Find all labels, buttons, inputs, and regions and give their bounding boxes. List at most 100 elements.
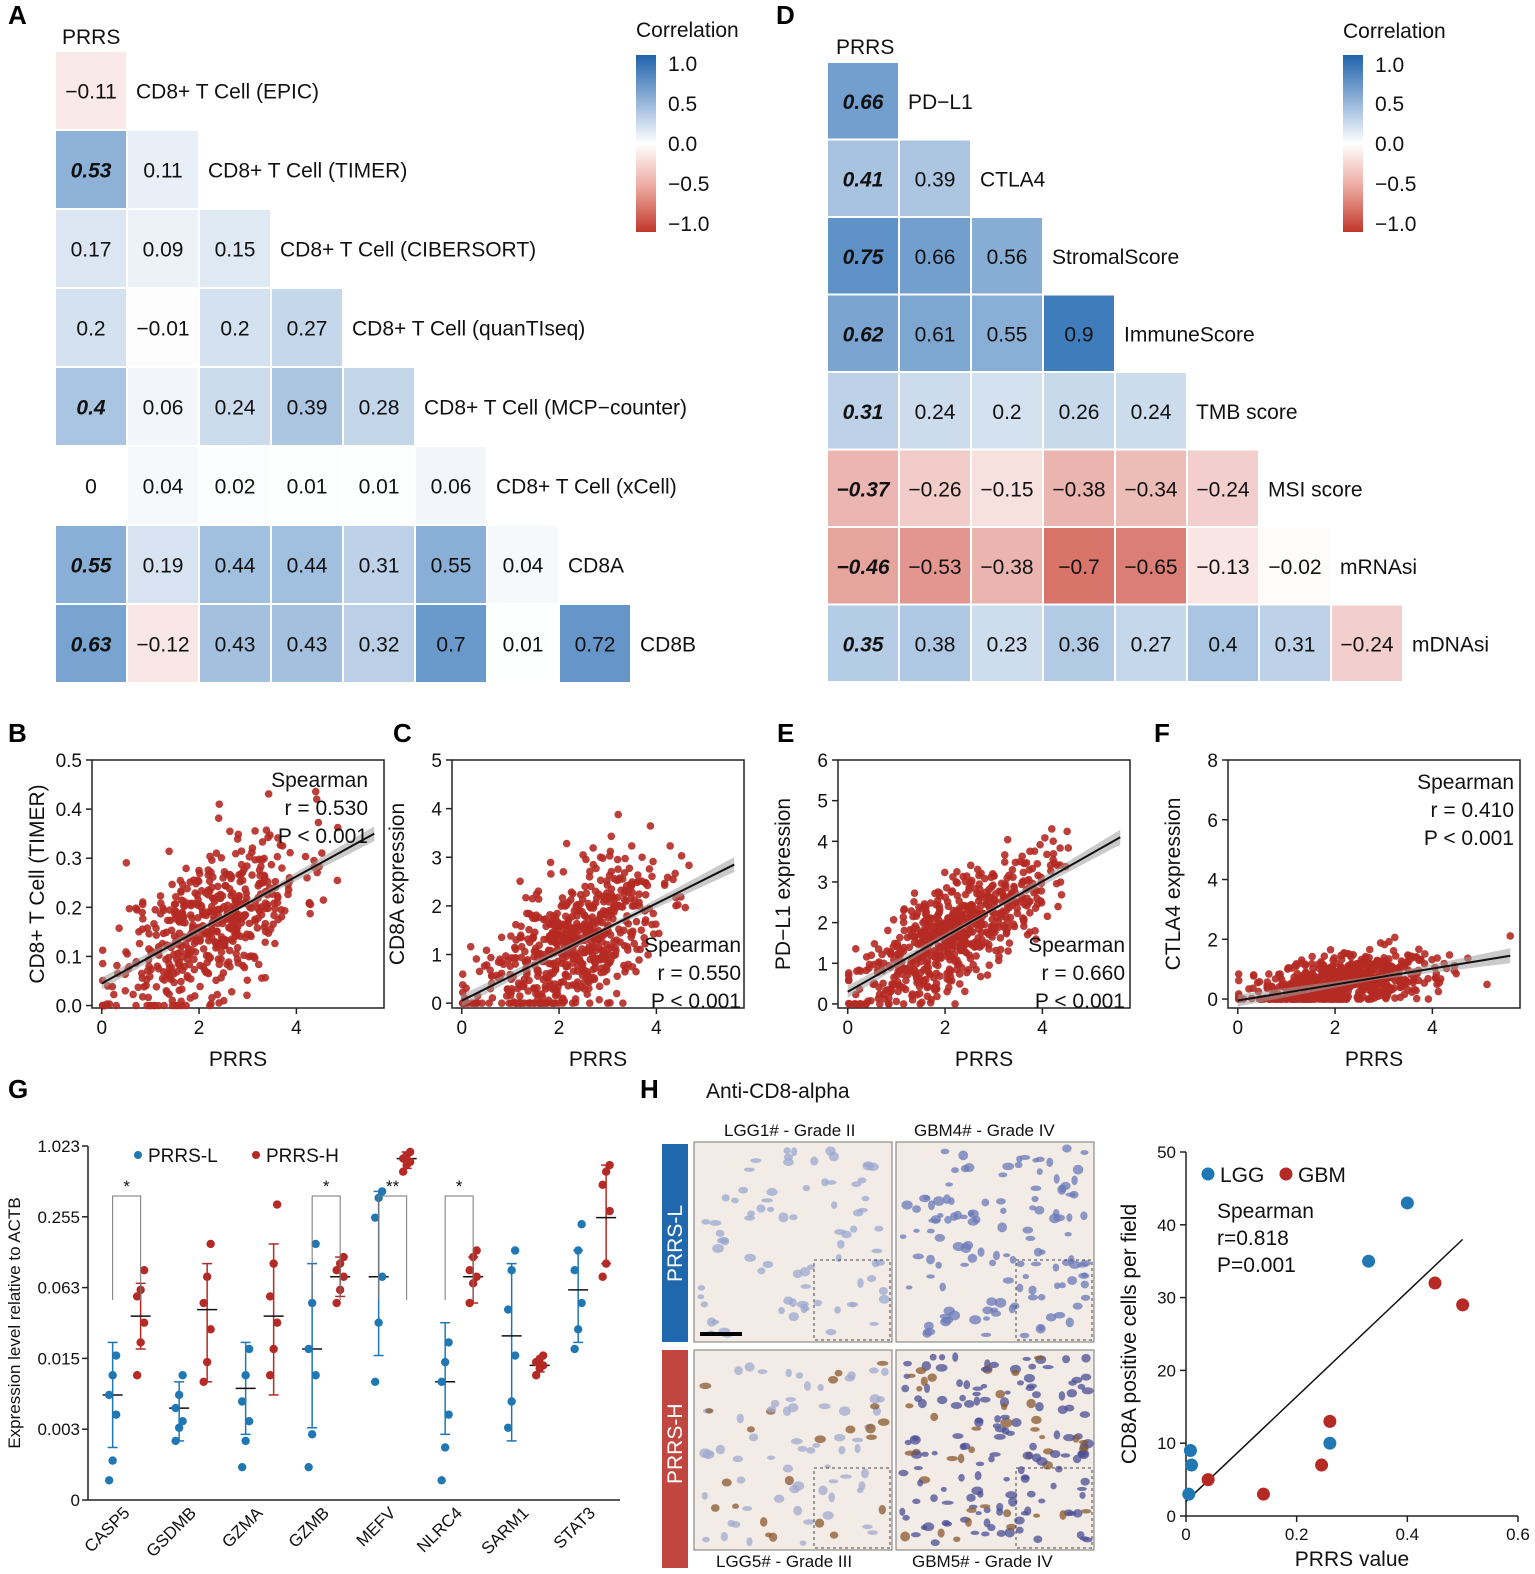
rtqpcr-point-low [307, 1430, 317, 1439]
ihc-nucleus [787, 1402, 799, 1413]
ihc-nucleus [968, 1446, 976, 1454]
correlation-legend-a: Correlation 1.0 0.5 0.0 −0.5 −1.0 [636, 19, 739, 236]
scatC-point [634, 877, 643, 885]
scatF-point [1404, 958, 1412, 967]
ihc-nucleus [959, 1394, 966, 1402]
scatB-point [235, 871, 243, 879]
scatB-point [231, 896, 239, 904]
ihc-nucleus [1081, 1353, 1091, 1363]
scatE-point [893, 939, 902, 948]
scatE-point [892, 997, 901, 1006]
scatE-point [987, 883, 996, 891]
ihc-nucleus [1077, 1383, 1086, 1390]
rtqpcr-gene-label: GZMA [218, 1503, 267, 1552]
scatE-point [980, 920, 989, 929]
rtqpcr-point-low [570, 1344, 579, 1354]
ihc-nucleus [914, 1395, 923, 1403]
scatB-point [258, 856, 266, 864]
scatC-point [646, 822, 655, 830]
heatA-cell-r8-c1-value: 0.63 [71, 634, 112, 657]
scatB-plot-area [91, 759, 385, 1009]
scatE-point [855, 966, 863, 974]
scatF-point [1365, 945, 1374, 954]
ihc-nucleus [803, 1381, 812, 1391]
ihc-nucleus [980, 1366, 992, 1373]
scatF-point [1409, 976, 1418, 985]
ihc-nucleus [766, 1188, 778, 1196]
ihc-nucleus [1009, 1255, 1017, 1264]
ihc-nucleus [825, 1328, 837, 1336]
heatA-cell-r6-c3-value: 0.02 [215, 476, 256, 499]
scatF-xtick-label: 4 [1427, 1018, 1438, 1039]
rtqpcr-point-high [472, 1272, 481, 1281]
panel-letter-a: A [8, 0, 27, 30]
scatC-point [596, 954, 604, 963]
scatC-point [532, 890, 541, 898]
ihc-panel: Anti-CD8-alpha LGG1# - Grade II GBM4# - … [662, 1080, 1095, 1571]
ihc-nucleus [788, 1312, 799, 1322]
rtqpcr-point-low [171, 1403, 180, 1413]
scatB-point [319, 896, 328, 904]
h-point-lgg [1400, 1196, 1414, 1210]
ihc-nucleus [904, 1450, 916, 1456]
scatC-point [525, 925, 533, 934]
heatD-cell-r5-c2-value: 0.24 [915, 401, 956, 424]
heatA-cell-r6-c2 [128, 447, 198, 524]
scatE-point [944, 983, 953, 992]
scatE-point [1016, 857, 1024, 866]
scatB-point [140, 983, 148, 991]
scatB-ytick-label: 0.1 [56, 947, 82, 968]
scatB-point [123, 950, 132, 958]
heatA-cell-r8-c4 [272, 605, 342, 682]
h-legend-gbm: GBM [1298, 1164, 1346, 1187]
scatE-point [950, 911, 958, 920]
heatA-cell-r5-c5 [344, 368, 414, 445]
ihc-nucleus [790, 1438, 803, 1445]
scatB-point [125, 904, 134, 913]
ihc-nucleus [1025, 1385, 1035, 1392]
heatA-cell-r8-c8 [560, 605, 630, 682]
ihc-nucleus [913, 1465, 923, 1471]
h-xtick-label: 0 [1181, 1525, 1190, 1544]
heatD-cell-r6-c5 [1116, 450, 1186, 526]
scatB-point [194, 913, 202, 922]
scatE-point [894, 968, 902, 976]
scatC-point [480, 962, 489, 970]
scatE-point [861, 1000, 870, 1008]
rtqpcr-point-high [531, 1371, 541, 1380]
ihc-nucleus [966, 1493, 976, 1502]
ihc-nucleus [768, 1532, 778, 1542]
ihc-nucleus [862, 1161, 874, 1171]
ihc-nucleus [910, 1532, 921, 1538]
scatC-point [634, 871, 642, 879]
scatB-point [227, 987, 236, 996]
heatA-cell-r4-c1-value: 0.2 [76, 318, 105, 341]
scatE-point [1033, 860, 1042, 868]
scatC-point [534, 972, 542, 980]
heatA-cell-r7-c7 [488, 526, 558, 603]
ihc-nucleus [974, 1470, 982, 1481]
heatA-cell-r8-c4-value: 0.43 [287, 634, 328, 657]
heatD-cell-r5-c3 [972, 373, 1042, 449]
heatA-cell-r8-c2-value: −0.12 [136, 634, 189, 657]
ihc-nucleus [1000, 1402, 1008, 1411]
scatB-point [215, 800, 224, 809]
scatF-point [1352, 966, 1361, 975]
scatE-xtick-label: 0 [842, 1018, 853, 1039]
ihc-nucleus [699, 1382, 712, 1390]
scatF-point [1375, 987, 1384, 996]
scatC-point [586, 947, 595, 955]
ihc-nucleus [941, 1519, 951, 1527]
ihc-nucleus [939, 1282, 946, 1292]
legend-d-tick-1: 1.0 [1375, 54, 1404, 77]
scatE-point [855, 1000, 864, 1008]
scatC-point [596, 876, 605, 885]
scatB-point [209, 873, 217, 881]
heatA-cell-r5-c4 [272, 368, 342, 445]
scatE-point [884, 926, 892, 935]
ihc-nucleus [1022, 1273, 1030, 1280]
scatB-point [214, 882, 222, 891]
scatB-xlabel: PRRS [209, 1048, 267, 1071]
ihc-nucleus [701, 1219, 711, 1225]
ihc-nucleus [793, 1505, 803, 1516]
